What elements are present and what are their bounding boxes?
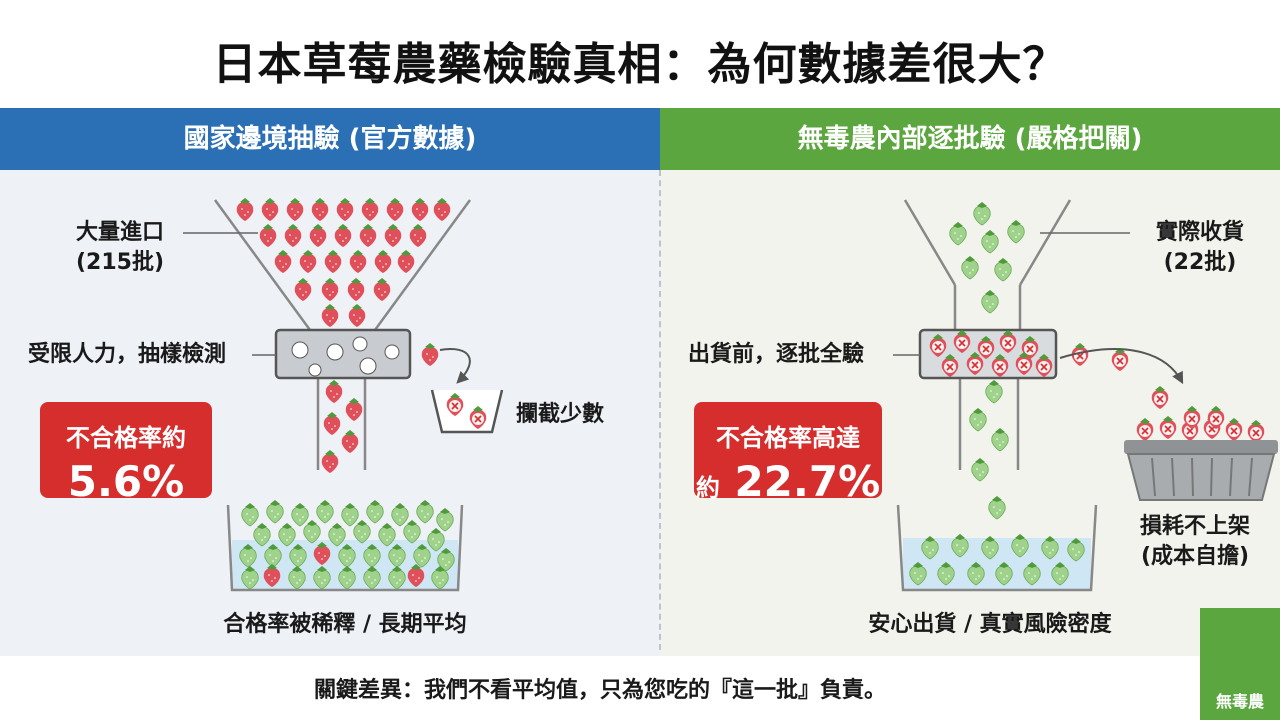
right-funnel-strawberries <box>949 201 1025 314</box>
right-rate-title: 不合格率高達 <box>716 424 860 452</box>
left-funnel <box>213 199 472 470</box>
panel-divider <box>659 170 661 650</box>
left-falling-strawberries <box>321 380 363 473</box>
right-funnel <box>903 199 1072 470</box>
left-basin <box>226 499 464 592</box>
left-rate-value: 5.6% <box>67 457 185 506</box>
right-panel-header: 無毒農內部逐批驗 (嚴格把關) <box>660 108 1280 170</box>
brand-logo-text: 無毒農 <box>1215 692 1264 711</box>
left-import-label-text: 大量進口 <box>75 220 164 245</box>
left-funnel-strawberries <box>236 198 451 327</box>
right-rate-line: 約 22.7% <box>694 457 882 506</box>
right-receive-count: (22批) <box>1163 250 1237 275</box>
intercept-label: 攔截少數 <box>516 402 605 427</box>
right-receive-label: 實際收貨 (22批) <box>1140 218 1260 278</box>
left-rate-title: 不合格率約 <box>66 424 186 452</box>
right-basin <box>896 504 1098 592</box>
right-inspection-machine <box>918 328 1058 380</box>
left-panel-header: 國家邊境抽驗 (官方數據) <box>0 108 660 170</box>
left-import-label: 大量進口 (215批) <box>60 218 180 278</box>
right-rate-prefix: 約 <box>695 474 720 502</box>
right-process-label: 出貨前，逐批全驗 <box>688 342 865 367</box>
loss-label: 損耗不上架 (成本自擔) <box>1120 512 1270 572</box>
left-import-count: (215批) <box>75 250 165 275</box>
right-rate-value: 22.7% <box>734 457 881 506</box>
right-falling-strawberries <box>969 379 1009 520</box>
left-sampling-machine <box>274 328 412 380</box>
left-process-label: 受限人力，抽樣檢測 <box>28 342 227 367</box>
reject-crate <box>1124 406 1278 501</box>
brand-logo: 無毒農 <box>1200 608 1280 720</box>
right-rate-box: 不合格率高達 約 22.7% <box>694 402 882 506</box>
footer-key-difference: 關鍵差異：我們不看平均值，只為您吃的『這一批』負責。 <box>313 678 886 703</box>
left-rate-box: 不合格率約 5.6% <box>40 402 212 506</box>
right-receive-label-text: 實際收貨 <box>1155 220 1244 245</box>
right-bottom-label: 安心出貨 / 真實風險密度 <box>868 612 1112 637</box>
loss-label-text: 損耗不上架 <box>1139 514 1250 539</box>
loss-sub-label: (成本自擔) <box>1140 544 1250 569</box>
left-bottom-label: 合格率被稀釋 / 長期平均 <box>223 612 467 637</box>
page-title: 日本草莓農藥檢驗真相：為何數據差很大？ <box>212 39 1068 90</box>
